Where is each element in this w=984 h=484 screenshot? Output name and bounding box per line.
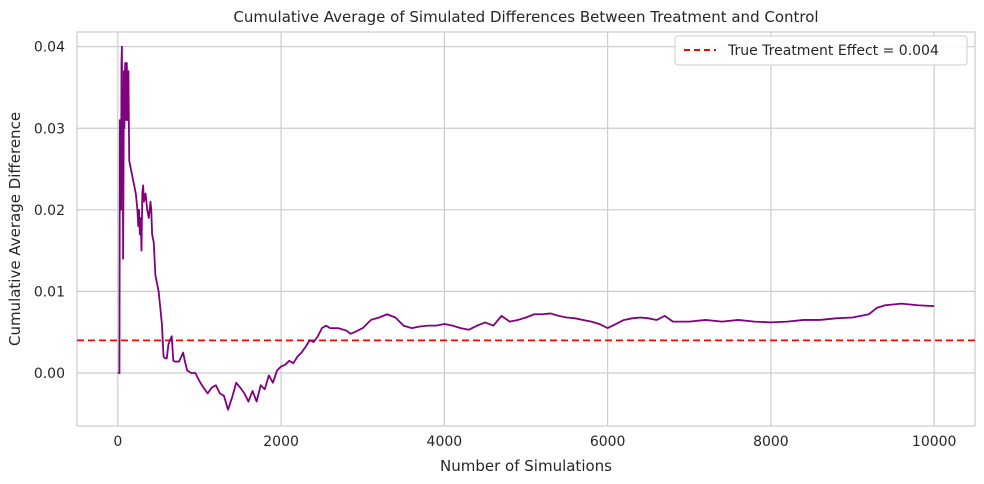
y-tick-label: 0.02 (34, 203, 65, 219)
x-tick-label: 8000 (753, 434, 789, 450)
y-tick-labels: 0.00 0.01 0.02 0.03 0.04 (34, 40, 65, 382)
y-tick-label: 0.00 (34, 366, 65, 382)
series-lines (117, 45, 935, 411)
x-tick-label: 10000 (912, 434, 957, 450)
y-tick-label: 0.01 (34, 284, 65, 300)
y-axis-title: Cumulative Average Difference (6, 112, 24, 346)
x-tick-label: 6000 (590, 434, 626, 450)
chart-title: Cumulative Average of Simulated Differen… (233, 8, 818, 26)
x-tick-label: 4000 (427, 434, 463, 450)
y-tick-label: 0.03 (34, 121, 65, 137)
x-tick-label: 2000 (263, 434, 299, 450)
legend-label: True Treatment Effect = 0.004 (727, 43, 939, 59)
grid-lines (77, 32, 975, 426)
x-tick-labels: 0 2000 4000 6000 8000 10000 (113, 434, 956, 450)
legend-box (674, 35, 968, 66)
plot-frame (76, 31, 976, 427)
x-axis-title: Number of Simulations (440, 457, 612, 475)
y-tick-label: 0.04 (34, 40, 65, 56)
x-tick-label: 0 (113, 434, 122, 450)
series-line-cumulative-average (117, 45, 935, 411)
legend: True Treatment Effect = 0.004 (674, 35, 968, 66)
